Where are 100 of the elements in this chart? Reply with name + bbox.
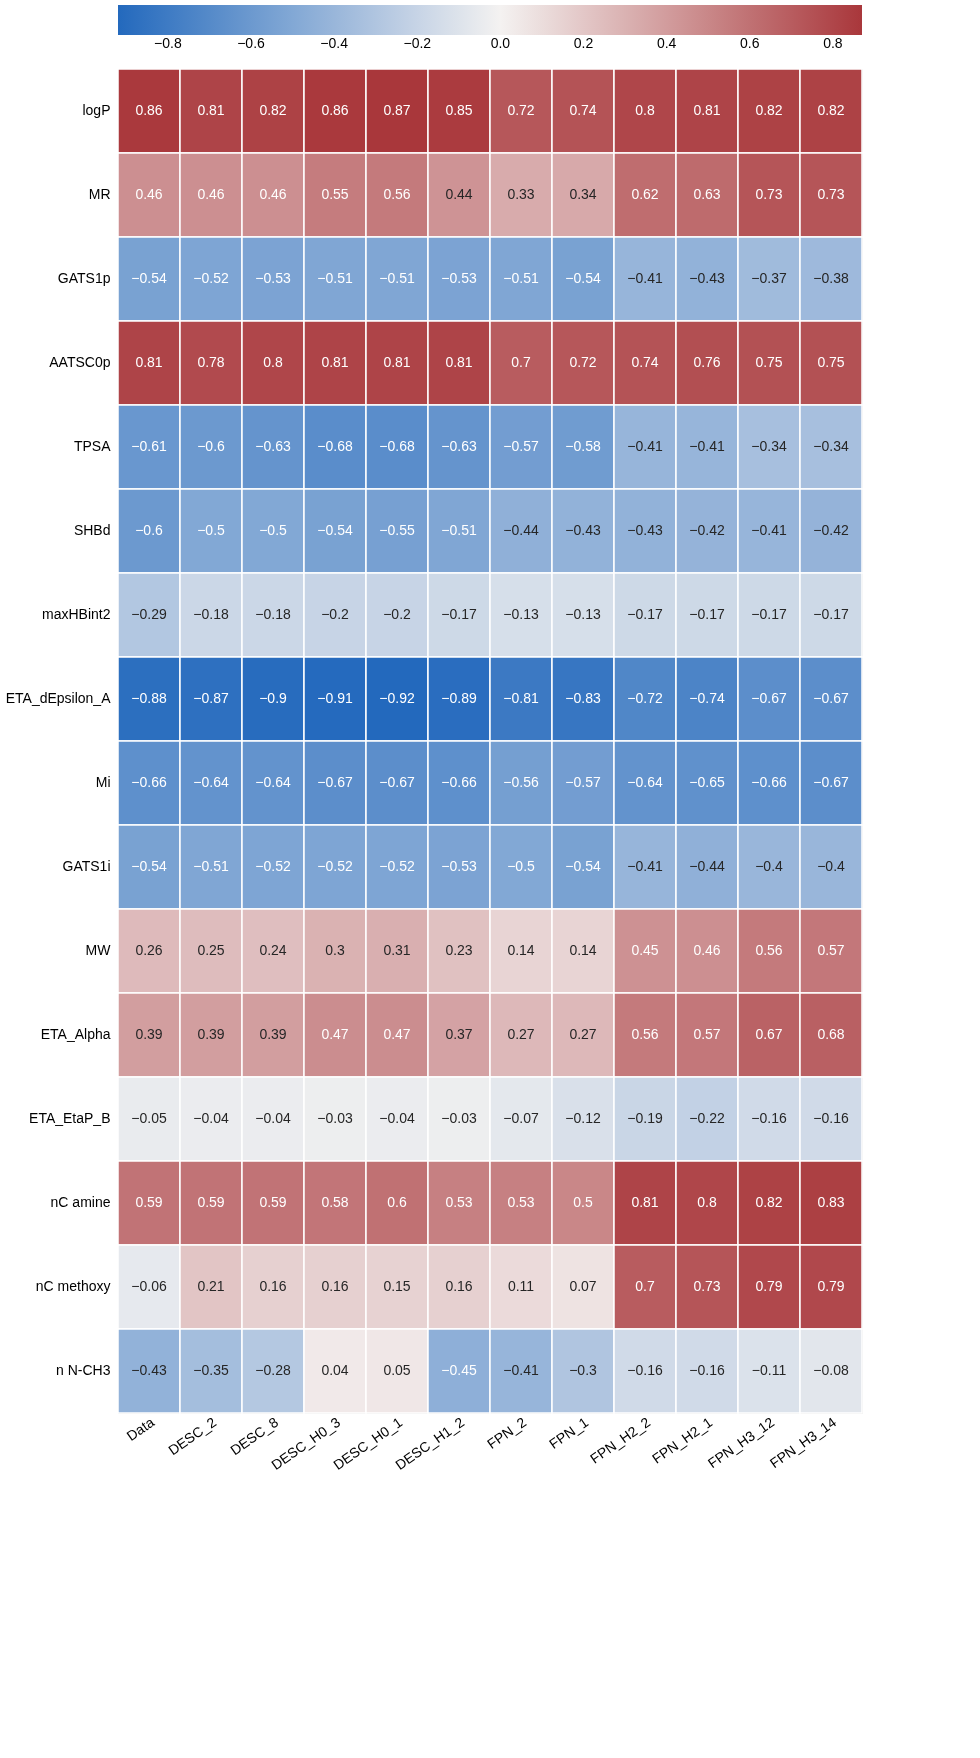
data-label: 0.16 — [321, 1278, 349, 1294]
data-label: 0.73 — [817, 186, 845, 202]
data-label: 0.39 — [135, 1026, 163, 1042]
data-label: −0.61 — [131, 438, 167, 454]
y-tick-label: nC methoxy — [35, 1278, 111, 1294]
data-label: −0.51 — [379, 270, 415, 286]
data-label: 0.85 — [445, 102, 473, 118]
data-label: −0.03 — [441, 1110, 477, 1126]
y-tick-label: nC amine — [50, 1194, 111, 1210]
data-label: −0.29 — [131, 606, 167, 622]
data-label: −0.54 — [317, 522, 353, 538]
data-label: −0.37 — [751, 270, 787, 286]
y-tick-label: SHBd — [73, 522, 111, 538]
data-label: 0.53 — [445, 1194, 473, 1210]
data-label: 0.44 — [445, 186, 473, 202]
data-label: −0.16 — [813, 1110, 849, 1126]
data-label: −0.63 — [441, 438, 477, 454]
data-label: 0.83 — [817, 1194, 845, 1210]
data-label: 0.78 — [197, 354, 225, 370]
data-label: −0.74 — [689, 690, 725, 706]
data-label: 0.23 — [445, 942, 473, 958]
data-label: −0.05 — [131, 1110, 167, 1126]
data-label: −0.43 — [689, 270, 725, 286]
data-label: −0.41 — [627, 858, 663, 874]
data-label: −0.45 — [441, 1362, 477, 1378]
data-label: −0.66 — [751, 774, 787, 790]
color-bar-label: 0.0 — [490, 35, 511, 51]
data-label: 0.56 — [755, 942, 783, 958]
data-label: 0.59 — [135, 1194, 163, 1210]
data-label: −0.28 — [255, 1362, 291, 1378]
data-label: 0.82 — [755, 102, 783, 118]
data-label: 0.81 — [631, 1194, 659, 1210]
data-label: −0.4 — [817, 858, 846, 874]
data-label: −0.54 — [565, 270, 601, 286]
data-label: 0.87 — [383, 102, 411, 118]
data-label: −0.08 — [813, 1362, 849, 1378]
data-label: −0.41 — [689, 438, 725, 454]
y-tick-label: GATS1p — [57, 270, 111, 286]
data-label: −0.66 — [131, 774, 167, 790]
data-label: −0.2 — [383, 606, 412, 622]
data-label: 0.73 — [693, 1278, 721, 1294]
data-label: −0.6 — [197, 438, 226, 454]
data-label: −0.12 — [565, 1110, 601, 1126]
data-label: 0.75 — [817, 354, 845, 370]
data-label: −0.6 — [135, 522, 164, 538]
data-label: −0.34 — [751, 438, 787, 454]
data-label: 0.46 — [135, 186, 163, 202]
data-label: −0.51 — [317, 270, 353, 286]
data-label: −0.91 — [317, 690, 353, 706]
color-bar-label: −0.6 — [237, 35, 266, 51]
data-label: 0.86 — [135, 102, 163, 118]
color-bar-label: −0.4 — [320, 35, 349, 51]
data-label: 0.55 — [321, 186, 349, 202]
y-tick-label: logP — [82, 102, 111, 118]
data-label: 0.53 — [507, 1194, 535, 1210]
data-label: −0.43 — [627, 522, 663, 538]
color-bar-label: 0.4 — [656, 35, 677, 51]
y-tick-label: maxHBint2 — [42, 606, 111, 622]
data-label: 0.81 — [135, 354, 163, 370]
data-label: −0.43 — [131, 1362, 167, 1378]
data-label: 0.58 — [321, 1194, 349, 1210]
data-label: 0.16 — [445, 1278, 473, 1294]
data-label: 0.39 — [259, 1026, 287, 1042]
data-label: −0.06 — [131, 1278, 167, 1294]
data-label: 0.57 — [693, 1026, 721, 1042]
data-label: −0.51 — [441, 522, 477, 538]
data-label: −0.03 — [317, 1110, 353, 1126]
data-label: −0.54 — [131, 270, 167, 286]
data-label: −0.17 — [441, 606, 477, 622]
data-label: −0.13 — [565, 606, 601, 622]
data-label: −0.68 — [317, 438, 353, 454]
data-label: 0.75 — [755, 354, 783, 370]
data-label: −0.44 — [503, 522, 539, 538]
data-label: −0.67 — [379, 774, 415, 790]
data-label: −0.67 — [751, 690, 787, 706]
data-label: −0.54 — [131, 858, 167, 874]
data-label: −0.57 — [565, 774, 601, 790]
data-label: −0.11 — [751, 1362, 787, 1378]
data-label: 0.27 — [507, 1026, 535, 1042]
data-label: −0.87 — [193, 690, 229, 706]
data-label: −0.83 — [565, 690, 601, 706]
data-label: −0.13 — [503, 606, 539, 622]
data-label: −0.41 — [627, 270, 663, 286]
data-label: −0.64 — [193, 774, 229, 790]
data-label: 0.56 — [631, 1026, 659, 1042]
data-label: −0.64 — [255, 774, 291, 790]
data-label: −0.16 — [627, 1362, 663, 1378]
data-label: −0.42 — [813, 522, 849, 538]
y-tick-label: TPSA — [73, 438, 112, 454]
data-label: −0.65 — [689, 774, 725, 790]
data-label: 0.47 — [321, 1026, 349, 1042]
data-label: 0.86 — [321, 102, 349, 118]
data-label: 0.24 — [259, 942, 287, 958]
data-label: 0.16 — [259, 1278, 287, 1294]
data-label: 0.67 — [755, 1026, 783, 1042]
data-label: 0.81 — [383, 354, 411, 370]
data-label: −0.51 — [503, 270, 539, 286]
data-label: 0.47 — [383, 1026, 411, 1042]
data-label: −0.52 — [317, 858, 353, 874]
data-label: −0.35 — [193, 1362, 229, 1378]
